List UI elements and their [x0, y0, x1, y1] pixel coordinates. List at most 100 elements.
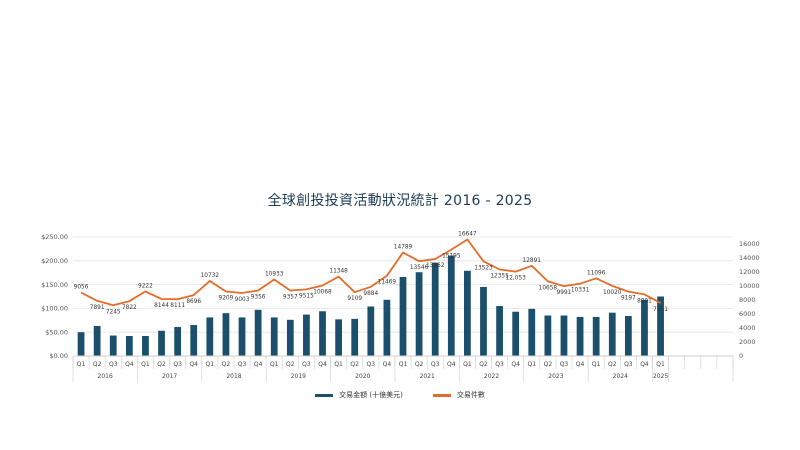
count-data-label: 7245: [106, 309, 121, 315]
y-left-tick-label: $100.00: [41, 305, 68, 313]
x-category-label: Q1: [206, 361, 215, 368]
bar: [190, 325, 198, 356]
x-year-label: 2022: [484, 373, 499, 380]
x-category-label: Q3: [367, 361, 376, 368]
count-data-label: 10331: [571, 288, 590, 294]
count-data-label: 7891: [90, 305, 105, 311]
x-category-label: Q4: [383, 361, 392, 368]
x-category-label: Q1: [656, 361, 665, 368]
count-data-label: 8696: [186, 299, 201, 305]
y-right-tick-label: 14000: [739, 254, 760, 262]
x-category-label: Q4: [254, 361, 263, 368]
x-category-label: Q2: [350, 361, 359, 368]
bar: [351, 318, 359, 356]
bar: [592, 316, 600, 356]
y-right-tick-label: 8000: [739, 296, 756, 304]
x-year-label: 2023: [548, 373, 563, 380]
y-right-tick-label: 2000: [739, 338, 756, 346]
bar: [254, 309, 262, 356]
bar: [93, 326, 101, 356]
bar: [125, 336, 133, 356]
bar: [447, 255, 455, 356]
count-data-label: 16647: [458, 231, 477, 237]
count-data-label: 9884: [363, 291, 378, 297]
y-right-tick-label: 10000: [739, 282, 760, 290]
legend: 交易金額 (十億美元) 交易件數: [0, 390, 800, 400]
bar: [512, 311, 520, 356]
x-category-label: Q2: [157, 361, 166, 368]
count-data-label: 10732: [201, 273, 220, 279]
bar: [624, 316, 632, 356]
x-category-label: Q4: [576, 361, 585, 368]
count-data-label: 15195: [442, 254, 461, 260]
count-data-label: 12,053: [506, 276, 527, 282]
count-line: [80, 238, 662, 307]
x-year-label: 2020: [355, 373, 370, 380]
y-left-tick-label: $50.00: [45, 328, 68, 336]
bar: [576, 316, 584, 356]
bar: [77, 332, 85, 356]
legend-swatch-bar: [315, 393, 334, 397]
count-data-label: 13546: [410, 265, 429, 271]
bar: [608, 312, 616, 356]
count-data-label: 9357: [283, 295, 298, 301]
bar: [641, 299, 648, 356]
bar: [286, 319, 294, 356]
count-data-label: 10933: [265, 271, 284, 277]
bar: [238, 317, 246, 356]
y-left-tick-label: $200.00: [41, 257, 68, 265]
count-data-label: 8144: [154, 303, 169, 309]
y-right-tick-label: 6000: [739, 310, 756, 318]
count-data-label: 9109: [347, 296, 362, 302]
count-data-label: 11469: [378, 280, 397, 286]
count-data-label: 9222: [138, 283, 153, 289]
bar: [174, 326, 182, 356]
x-category-label: Q3: [302, 361, 311, 368]
bar: [431, 262, 439, 356]
x-category-label: Q1: [592, 361, 601, 368]
count-data-label: 13862: [426, 263, 445, 269]
count-data-label: 9991: [557, 290, 572, 296]
x-year-label: 2018: [226, 373, 241, 380]
y-right-tick-label: 16000: [739, 240, 760, 248]
x-category-label: Q1: [77, 361, 86, 368]
bar: [480, 286, 487, 356]
count-data-label: 7822: [122, 305, 137, 311]
legend-label-count: 交易件數: [456, 391, 485, 399]
bar: [367, 306, 375, 356]
x-category-label: Q1: [528, 361, 537, 368]
x-category-label: Q2: [222, 361, 231, 368]
x-year-label: 2019: [291, 373, 306, 380]
x-category-label: Q3: [173, 361, 182, 368]
count-data-label: 11096: [587, 270, 606, 276]
x-category-label: Q4: [640, 361, 649, 368]
x-category-label: Q1: [334, 361, 343, 368]
count-data-label: 12891: [523, 258, 542, 264]
count-data-label: 9056: [74, 285, 89, 291]
count-data-label: 10068: [313, 290, 332, 296]
x-category-label: Q4: [189, 361, 198, 368]
x-year-label: 2024: [613, 373, 628, 380]
x-category-label: Q3: [495, 361, 504, 368]
x-category-label: Q3: [624, 361, 633, 368]
count-data-label: 9003: [235, 297, 250, 303]
y-left-tick-label: $0.00: [49, 352, 68, 360]
x-category-label: Q2: [544, 361, 553, 368]
x-year-label: 2025: [653, 373, 668, 380]
bar: [544, 315, 552, 356]
bar: [335, 319, 342, 356]
x-year-label: 2017: [162, 373, 177, 380]
count-data-label: 9209: [219, 296, 234, 302]
x-category-label: Q2: [608, 361, 617, 368]
x-category-label: Q1: [463, 361, 472, 368]
x-year-label: 2016: [98, 373, 113, 380]
legend-label-amount: 交易金額 (十億美元): [339, 391, 403, 399]
x-category-label: Q1: [141, 361, 150, 368]
x-category-label: Q4: [447, 361, 456, 368]
legend-item-count: 交易件數: [432, 390, 485, 400]
bar: [206, 317, 214, 356]
bar: [383, 299, 391, 356]
count-data-label: 8801: [637, 298, 652, 304]
